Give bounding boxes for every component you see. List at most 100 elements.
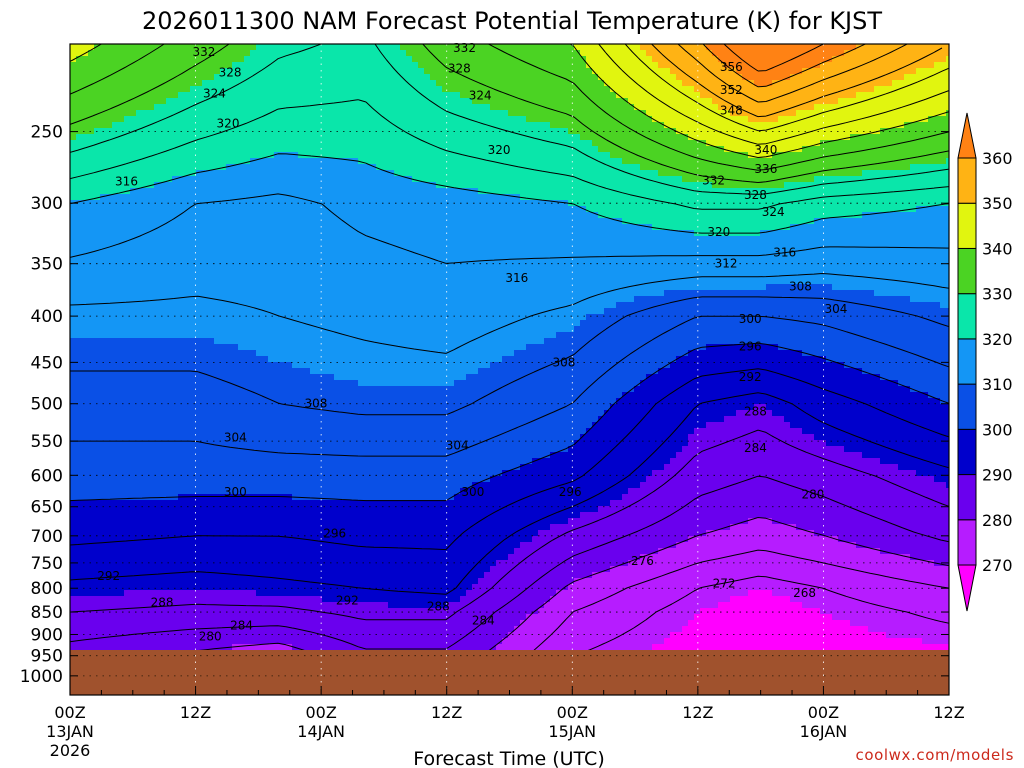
shade-cell <box>328 596 335 603</box>
shade-cell <box>322 146 329 153</box>
shade-cell <box>94 410 101 417</box>
shade-cell <box>316 332 323 339</box>
shade-cell <box>106 362 113 369</box>
shade-cell <box>184 596 191 603</box>
shade-cell <box>328 440 335 447</box>
shade-cell <box>184 110 191 117</box>
shade-cell <box>262 518 269 525</box>
shade-cell <box>88 386 95 393</box>
shade-cell <box>124 440 131 447</box>
shade-cell <box>280 134 287 141</box>
shade-cell <box>196 422 203 429</box>
shade-cell <box>316 212 323 219</box>
shade-cell <box>220 332 227 339</box>
shade-cell <box>334 140 341 147</box>
shade-cell <box>256 380 263 387</box>
shade-cell <box>166 482 173 489</box>
shade-cell <box>160 524 167 531</box>
shade-cell <box>322 410 329 417</box>
shade-cell <box>136 194 143 201</box>
shade-cell <box>190 554 197 561</box>
shade-cell <box>280 566 287 573</box>
shade-cell <box>100 296 107 303</box>
shade-cell <box>76 302 83 309</box>
shade-cell <box>142 200 149 207</box>
shade-cell <box>328 524 335 531</box>
shade-cell <box>166 560 173 567</box>
shade-cell <box>220 356 227 363</box>
shade-cell <box>154 554 161 561</box>
shade-cell <box>124 296 131 303</box>
shade-cell <box>88 578 95 585</box>
shade-cell <box>310 602 317 609</box>
shade-cell <box>214 80 221 87</box>
shade-cell <box>130 482 137 489</box>
shade-cell <box>304 140 311 147</box>
shade-cell <box>226 176 233 183</box>
shade-cell <box>130 458 137 465</box>
shade-cell <box>226 350 233 357</box>
shade-cell <box>208 374 215 381</box>
shade-cell <box>262 296 269 303</box>
shade-cell <box>124 362 131 369</box>
shade-cell <box>334 254 341 261</box>
shade-cell <box>238 176 245 183</box>
shade-cell <box>130 266 137 273</box>
shade-cell <box>196 146 203 153</box>
shade-cell <box>316 488 323 495</box>
shade-cell <box>142 518 149 525</box>
shade-cell <box>232 194 239 201</box>
shade-cell <box>220 614 227 621</box>
shade-cell <box>166 272 173 279</box>
shade-cell <box>340 308 347 315</box>
shade-cell <box>268 620 275 627</box>
shade-cell <box>262 86 269 93</box>
shade-cell <box>244 416 251 423</box>
shade-cell <box>232 344 239 351</box>
shade-cell <box>70 482 77 489</box>
shade-cell <box>334 536 341 543</box>
shade-cell <box>256 470 263 477</box>
shade-cell <box>166 206 173 213</box>
shade-cell <box>196 578 203 585</box>
shade-cell <box>88 128 95 135</box>
shade-cell <box>292 536 299 543</box>
shade-cell <box>358 116 365 123</box>
shade-cell <box>286 446 293 453</box>
shade-cell <box>100 494 107 501</box>
shade-cell <box>196 248 203 255</box>
shade-cell <box>124 200 131 207</box>
shade-cell <box>76 314 83 321</box>
shade-cell <box>202 344 209 351</box>
shade-cell <box>214 356 221 363</box>
shade-cell <box>322 194 329 201</box>
shade-cell <box>178 224 185 231</box>
shade-cell <box>352 536 359 543</box>
shade-cell <box>214 524 221 531</box>
shade-cell <box>136 260 143 267</box>
shade-cell <box>106 146 113 153</box>
shade-cell <box>154 314 161 321</box>
shade-cell <box>106 452 113 459</box>
shade-cell <box>202 326 209 333</box>
shade-cell <box>232 572 239 579</box>
shade-cell <box>70 152 77 159</box>
shade-cell <box>190 254 197 261</box>
shade-cell <box>136 626 143 633</box>
shade-cell <box>142 314 149 321</box>
shade-cell <box>100 56 107 63</box>
shade-cell <box>118 158 125 165</box>
shade-cell <box>232 422 239 429</box>
shade-cell <box>358 344 365 351</box>
shade-cell <box>172 380 179 387</box>
shade-cell <box>70 470 77 477</box>
shade-cell <box>112 530 119 537</box>
shade-cell <box>172 320 179 327</box>
shade-cell <box>94 542 101 549</box>
shade-cell <box>160 92 167 99</box>
shade-cell <box>70 62 77 69</box>
shade-cell <box>298 392 305 399</box>
shade-cell <box>328 554 335 561</box>
shade-cell <box>226 422 233 429</box>
shade-cell <box>202 80 209 87</box>
